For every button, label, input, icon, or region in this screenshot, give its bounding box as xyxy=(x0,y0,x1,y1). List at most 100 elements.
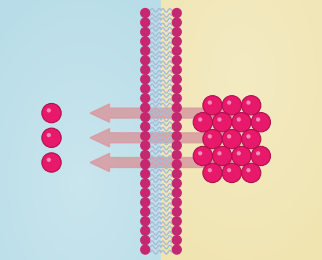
Circle shape xyxy=(172,159,182,170)
Circle shape xyxy=(193,146,213,166)
Circle shape xyxy=(242,96,261,115)
Circle shape xyxy=(172,17,182,28)
Circle shape xyxy=(222,163,242,183)
Circle shape xyxy=(246,134,251,139)
Circle shape xyxy=(234,115,244,125)
Circle shape xyxy=(217,151,222,155)
Circle shape xyxy=(213,146,232,166)
Circle shape xyxy=(234,149,244,158)
Circle shape xyxy=(203,163,222,183)
Circle shape xyxy=(193,113,213,132)
Circle shape xyxy=(205,132,215,141)
Circle shape xyxy=(140,74,150,84)
Circle shape xyxy=(224,166,234,175)
Circle shape xyxy=(256,117,260,122)
Circle shape xyxy=(140,188,150,198)
Circle shape xyxy=(42,128,61,147)
Circle shape xyxy=(198,151,202,155)
Circle shape xyxy=(242,129,261,149)
Circle shape xyxy=(47,108,51,113)
Circle shape xyxy=(172,8,182,18)
Circle shape xyxy=(246,100,251,105)
Circle shape xyxy=(140,17,150,28)
Circle shape xyxy=(172,150,182,160)
Circle shape xyxy=(172,235,182,245)
Circle shape xyxy=(227,168,231,172)
Circle shape xyxy=(242,163,261,183)
Circle shape xyxy=(195,115,205,125)
Circle shape xyxy=(172,207,182,217)
Circle shape xyxy=(172,244,182,255)
Circle shape xyxy=(227,100,231,105)
Circle shape xyxy=(140,140,150,151)
Circle shape xyxy=(140,235,150,245)
Circle shape xyxy=(140,121,150,132)
Circle shape xyxy=(254,115,263,125)
Circle shape xyxy=(140,8,150,18)
Circle shape xyxy=(140,112,150,122)
Circle shape xyxy=(140,93,150,103)
Circle shape xyxy=(172,188,182,198)
Circle shape xyxy=(244,98,253,108)
Circle shape xyxy=(140,102,150,113)
Circle shape xyxy=(251,146,270,166)
Circle shape xyxy=(140,244,150,255)
Circle shape xyxy=(172,131,182,141)
Circle shape xyxy=(140,159,150,170)
Circle shape xyxy=(205,98,215,108)
FancyArrow shape xyxy=(90,129,232,147)
Circle shape xyxy=(172,74,182,84)
Circle shape xyxy=(140,169,150,179)
Circle shape xyxy=(140,178,150,188)
Circle shape xyxy=(172,121,182,132)
Circle shape xyxy=(215,115,224,125)
Circle shape xyxy=(42,153,61,172)
Circle shape xyxy=(237,117,241,122)
Circle shape xyxy=(172,169,182,179)
Circle shape xyxy=(244,132,253,141)
Circle shape xyxy=(203,96,222,115)
Circle shape xyxy=(246,168,251,172)
Circle shape xyxy=(140,46,150,56)
Circle shape xyxy=(195,149,205,158)
Circle shape xyxy=(47,158,51,162)
Bar xyxy=(0,0,161,260)
Circle shape xyxy=(172,55,182,66)
Circle shape xyxy=(140,197,150,207)
Circle shape xyxy=(140,65,150,75)
Circle shape xyxy=(140,55,150,66)
Circle shape xyxy=(172,46,182,56)
Circle shape xyxy=(208,168,212,172)
Circle shape xyxy=(44,131,54,140)
Circle shape xyxy=(208,134,212,139)
FancyArrow shape xyxy=(90,153,232,172)
Circle shape xyxy=(140,207,150,217)
Circle shape xyxy=(256,151,260,155)
Circle shape xyxy=(172,197,182,207)
Circle shape xyxy=(47,133,51,137)
Circle shape xyxy=(244,166,253,175)
Circle shape xyxy=(44,155,54,165)
Circle shape xyxy=(140,216,150,226)
Circle shape xyxy=(215,149,224,158)
Circle shape xyxy=(172,102,182,113)
Circle shape xyxy=(44,106,54,115)
Circle shape xyxy=(232,113,251,132)
Circle shape xyxy=(203,129,222,149)
Circle shape xyxy=(140,36,150,47)
Circle shape xyxy=(172,112,182,122)
Circle shape xyxy=(213,113,232,132)
Circle shape xyxy=(251,113,270,132)
Circle shape xyxy=(172,65,182,75)
Circle shape xyxy=(42,103,61,123)
Bar xyxy=(161,0,322,260)
Circle shape xyxy=(205,166,215,175)
Circle shape xyxy=(232,146,251,166)
Circle shape xyxy=(140,150,150,160)
Circle shape xyxy=(224,98,234,108)
Circle shape xyxy=(254,149,263,158)
Circle shape xyxy=(140,27,150,37)
Circle shape xyxy=(198,117,202,122)
Circle shape xyxy=(172,27,182,37)
Circle shape xyxy=(140,83,150,94)
